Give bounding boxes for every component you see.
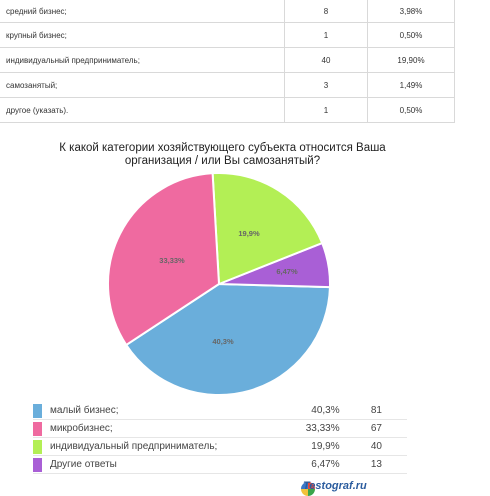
row-percent: 0,50% — [367, 97, 455, 123]
legend-count: 67 — [343, 419, 407, 438]
legend-row: Другие ответы 6,47% 13 — [33, 455, 407, 474]
table-row: средний бизнес; 8 3,98% — [0, 0, 455, 23]
legend-row: индивидуальный предприниматель; 19,9% 40 — [33, 437, 407, 456]
legend-swatch — [33, 439, 42, 454]
row-label: крупный бизнес; — [0, 22, 285, 48]
legend-table: малый бизнес; 40,3% 81 микробизнес; 33,33% 67… — [33, 402, 407, 474]
slice-label: 33,33% — [159, 256, 185, 265]
legend-swatch — [33, 421, 42, 436]
legend-row: малый бизнес; 40,3% 81 — [33, 402, 407, 420]
legend-percent: 33,33% — [271, 419, 344, 438]
legend-row: микробизнес; 33,33% 67 — [33, 419, 407, 438]
pie-chart: 40,3% 33,33% 19,9% 6,47% — [107, 172, 331, 396]
legend-label: индивидуальный предприниматель; — [42, 437, 272, 456]
legend-percent: 6,47% — [271, 455, 344, 474]
slice-label: 6,47% — [276, 267, 298, 276]
legend-swatch — [33, 457, 42, 472]
slice-label: 19,9% — [238, 229, 260, 238]
pie-slice — [107, 172, 221, 347]
legend-label: Другие ответы — [42, 455, 272, 474]
table-row: самозанятый; 3 1,49% — [0, 72, 455, 98]
legend-count: 81 — [343, 402, 407, 420]
legend-count: 13 — [343, 455, 407, 474]
row-count: 1 — [284, 97, 368, 123]
row-count: 40 — [284, 47, 368, 73]
pie-slice — [211, 172, 324, 286]
row-label: другое (указать). — [0, 97, 285, 123]
chart-title: К какой категории хозяйствующего субъект… — [59, 142, 386, 167]
table-row: другое (указать). 1 0,50% — [0, 97, 455, 123]
row-percent: 0,50% — [367, 22, 455, 48]
row-label: самозанятый; — [0, 72, 285, 98]
legend-label: малый бизнес; — [42, 402, 272, 420]
table-row: индивидуальный предприниматель; 40 19,90% — [0, 47, 455, 73]
legend-label: микробизнес; — [42, 419, 272, 438]
brand-name: Testograf.ru — [303, 480, 367, 492]
summary-table: средний бизнес; 8 3,98% крупный бизнес; 1 0,5… — [0, 0, 455, 123]
legend-percent: 19,9% — [271, 437, 344, 456]
legend-count: 40 — [343, 437, 407, 456]
legend-swatch — [33, 403, 42, 418]
slice-label: 40,3% — [212, 337, 234, 346]
legend-percent: 40,3% — [271, 402, 344, 420]
